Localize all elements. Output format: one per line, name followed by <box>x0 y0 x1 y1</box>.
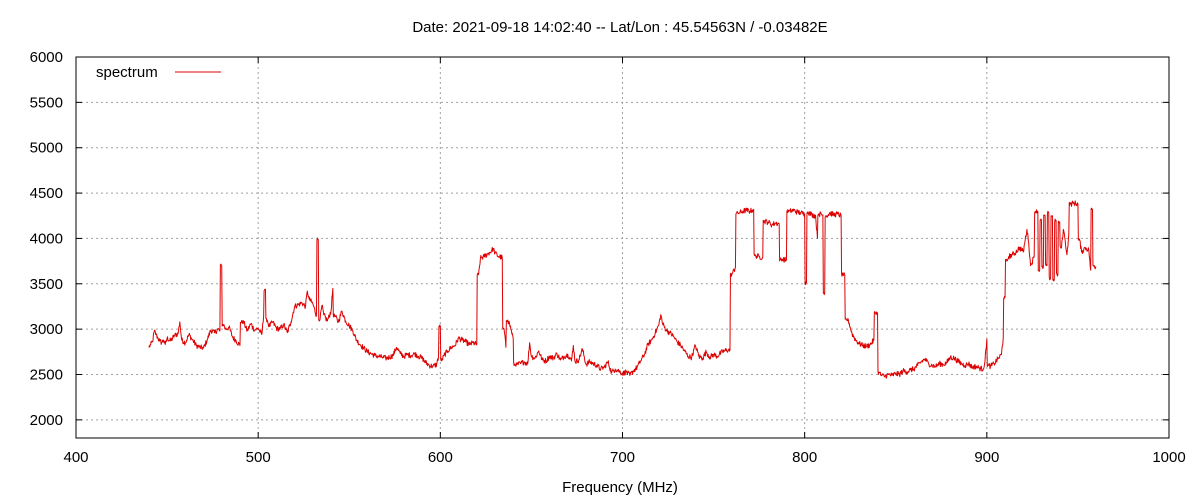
y-tick-label: 2000 <box>30 412 63 429</box>
legend-label-spectrum: spectrum <box>96 64 158 81</box>
y-tick-label: 4500 <box>30 185 63 202</box>
x-tick-label: 400 <box>63 449 88 466</box>
x-tick-label: 500 <box>246 449 271 466</box>
axis-ticks <box>75 56 1170 438</box>
series-line-spectrum <box>148 200 1097 379</box>
y-tick-label: 6000 <box>30 49 63 66</box>
tick-labels: 400 500 600 700 800 900 1000 2000 2500 3000 3500 40… <box>30 49 1186 466</box>
x-tick-label: 600 <box>428 449 453 466</box>
grid <box>76 57 1169 438</box>
legend: spectrum <box>96 64 221 81</box>
x-axis-label: Frequency (MHz) <box>562 479 678 496</box>
y-tick-label: 5500 <box>30 94 63 111</box>
x-tick-label: 1000 <box>1152 449 1185 466</box>
chart-title: Date: 2021-09-18 14:02:40 -- Lat/Lon : 4… <box>412 19 827 36</box>
x-tick-label: 900 <box>974 449 999 466</box>
y-tick-label: 2500 <box>30 367 63 384</box>
x-tick-label: 700 <box>610 449 635 466</box>
y-tick-label: 4000 <box>30 230 63 247</box>
y-tick-label: 3000 <box>30 321 63 338</box>
y-tick-label: 3500 <box>30 276 63 293</box>
x-tick-label: 800 <box>792 449 817 466</box>
y-tick-label: 5000 <box>30 140 63 157</box>
